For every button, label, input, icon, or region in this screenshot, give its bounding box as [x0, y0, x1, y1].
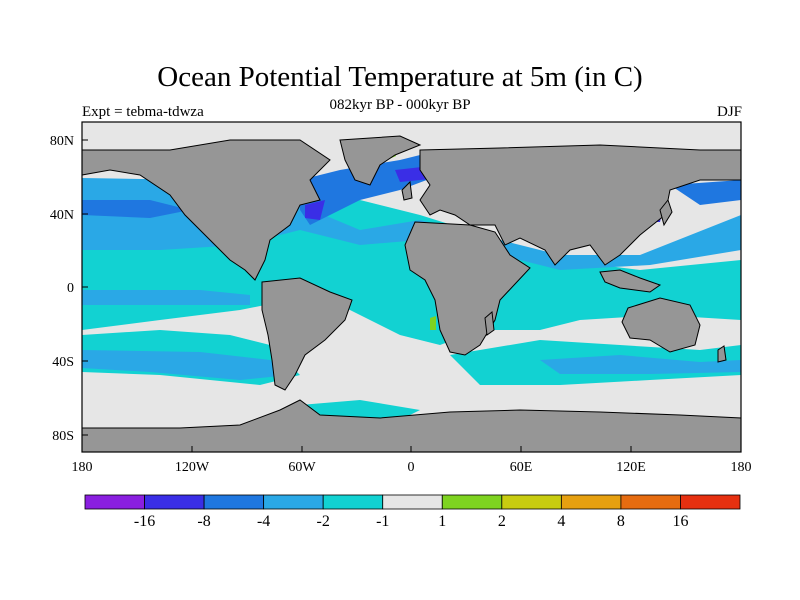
colorbar-label: 4: [557, 513, 565, 530]
colorbar-swatch: [501, 494, 562, 510]
colorbar-label: 8: [617, 513, 625, 530]
anomaly-band-blue-atlantic: [300, 150, 440, 225]
lat-tick-label: 0: [67, 281, 74, 296]
season-label: DJF: [716, 104, 742, 120]
anomaly-spot-green-2: [430, 316, 436, 330]
anomaly-band-lightblue-eq: [82, 290, 250, 305]
lon-tick-label: 120W: [175, 460, 210, 475]
colorbar-swatch: [560, 494, 622, 510]
colorbar-label: -1: [376, 513, 389, 530]
colorbar-swatch: [382, 494, 443, 510]
lon-tick-label: 180: [72, 460, 93, 475]
land-africa: [404, 221, 531, 356]
experiment-label: Expt = tebma-tdwza: [82, 104, 204, 120]
lat-tick-label: 80S: [52, 429, 74, 444]
colorbar-swatch: [680, 494, 741, 510]
land-south-america: [261, 277, 353, 391]
map-panel: [81, 121, 742, 453]
colorbar-swatch: [620, 494, 681, 510]
colorbar-label: 2: [498, 513, 506, 530]
lon-tick-label: 60W: [288, 460, 316, 475]
land-australia: [621, 297, 701, 353]
colorbar-swatch: [144, 494, 205, 510]
colorbar-swatch: [263, 494, 324, 510]
lon-tick-label: 180: [731, 460, 752, 475]
colorbar-label: -8: [197, 513, 210, 530]
lon-tick-label: 60E: [510, 460, 533, 475]
lon-tick-label: 0: [408, 460, 415, 475]
colorbar-swatch: [203, 494, 265, 510]
anomaly-band-blue-pacific: [82, 200, 190, 218]
map-title: Ocean Potential Temperature at 5m (in C): [157, 61, 643, 93]
colorbar-swatch: [84, 494, 145, 510]
lat-tick-label: 80N: [50, 134, 74, 149]
anomaly-band-blue-pacific-w: [670, 180, 741, 205]
anomaly-band-lightblue-sth2: [540, 355, 741, 374]
lat-axis: 80N 40N 0 40S 80S: [50, 134, 88, 444]
colorbar: -16 -8 -4 -2 -1 1 2 4 8 16: [84, 494, 741, 530]
colorbar-label: -16: [134, 513, 155, 530]
land-se-asia: [599, 269, 662, 293]
land-masses: [81, 135, 742, 453]
colorbar-label: -2: [317, 513, 330, 530]
lon-tick-label: 120E: [616, 460, 646, 475]
lon-axis: 180 120W 60W 0 60E 120E 180: [72, 446, 752, 475]
map-subtitle: 082kyr BP - 000kyr BP: [329, 97, 471, 113]
land-new-zealand: [717, 345, 727, 363]
land-north-america: [81, 139, 331, 281]
colorbar-label: 16: [672, 513, 688, 530]
land-madagascar: [484, 311, 495, 336]
colorbar-label: 1: [438, 513, 446, 530]
land-uk: [401, 180, 413, 201]
anomaly-band-darkblue: [305, 200, 325, 220]
lat-tick-label: 40N: [50, 208, 74, 223]
colorbar-swatch: [441, 494, 503, 510]
land-japan: [659, 198, 673, 227]
anomaly-band-lightblue-sth: [82, 350, 290, 380]
colorbar-swatch: [322, 494, 384, 510]
colorbar-label: -4: [257, 513, 270, 530]
land-greenland: [339, 135, 422, 186]
lat-tick-label: 40S: [52, 355, 74, 370]
